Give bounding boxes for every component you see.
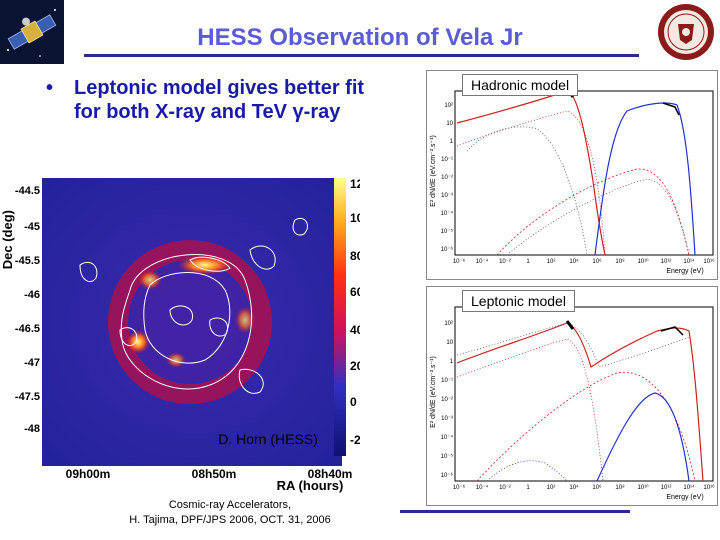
- hadronic-blue-curve: [594, 102, 696, 256]
- hadronic-model-plot: E² dN/dE (eV.cm⁻².s⁻¹) 10² 10 1 10⁻¹ 10⁻…: [426, 70, 718, 280]
- x-tick: 10⁸: [615, 484, 625, 491]
- y-tick: 10⁻²: [441, 175, 453, 181]
- x-tick: 10⁸: [615, 258, 625, 265]
- x-tick: 1: [526, 485, 530, 491]
- x-tick: 10¹²: [661, 485, 672, 491]
- bullet-symbol: •: [46, 77, 54, 99]
- ra-tick: 08h50m: [192, 467, 237, 481]
- y-tick: 10⁻¹: [441, 157, 453, 163]
- y-tick: 10⁻³: [441, 193, 453, 199]
- x-tick: 10²: [547, 485, 556, 491]
- leptonic-model-plot: E² dN/dE (eV.cm⁻².s⁻¹) 10² 10 1 10⁻¹ 10⁻…: [426, 286, 718, 506]
- leptonic-model-label: Leptonic model: [462, 290, 575, 312]
- x-tick: 10⁻⁴: [476, 484, 489, 491]
- hadronic-red-dotted: [456, 110, 606, 256]
- y-tick: 10⁻⁴: [441, 210, 454, 217]
- x-tick: 10¹²: [661, 259, 672, 265]
- ra-axis-label: RA (hours): [277, 478, 344, 493]
- x-tick: 10⁻²: [499, 259, 511, 265]
- colorbar-tick: 60: [350, 285, 360, 299]
- hadronic-red-ic-dotted: [496, 168, 690, 256]
- hadronic-xlabel: Energy (eV): [666, 268, 703, 275]
- dec-tick: -46.5: [15, 323, 40, 335]
- hadronic-black-dotted: [466, 126, 588, 256]
- y-tick: 10⁻⁴: [441, 434, 454, 441]
- leptonic-red-ic-dotted: [476, 371, 696, 482]
- colorbar-tick: 120: [350, 177, 360, 191]
- colorbar-tick: 40: [350, 323, 360, 337]
- leptonic-xlabel: Energy (eV): [666, 494, 703, 501]
- y-tick: 10⁻⁶: [441, 246, 454, 253]
- y-tick: 10⁻⁶: [441, 472, 454, 479]
- hadronic-model-label: Hadronic model: [462, 74, 579, 96]
- y-tick: 10⁻⁵: [441, 228, 454, 235]
- footer-citation: Cosmic-ray Accelerators, H. Tajima, DPF/…: [100, 498, 360, 528]
- colorbar-tick: 20: [350, 359, 360, 373]
- hess-sky-map: Dec (deg) -44.5 -45 -45.5 -46 -46.5 -47 …: [0, 170, 370, 496]
- y-tick: 10⁻³: [441, 416, 453, 422]
- y-tick: 10²: [444, 103, 453, 109]
- x-tick: 10¹⁴: [683, 484, 695, 491]
- x-tick: 10⁻⁴: [476, 258, 489, 265]
- y-tick: 10: [446, 340, 453, 346]
- colorbar-tick: 0: [350, 395, 357, 409]
- x-tick: 10⁻²: [499, 485, 511, 491]
- x-tick: 10⁶: [592, 484, 602, 491]
- x-tick: 10⁻⁶: [453, 258, 466, 265]
- x-tick: 1: [526, 259, 530, 265]
- leptonic-blue-curve: [596, 392, 690, 482]
- y-tick: 1: [450, 139, 454, 145]
- x-tick: 10¹⁴: [683, 258, 695, 265]
- leptonic-ylabel: E² dN/dE (eV.cm⁻².s⁻¹): [430, 356, 437, 428]
- ra-tick: 09h00m: [66, 467, 111, 481]
- y-tick: 10: [446, 121, 453, 127]
- hadronic-ylabel: E² dN/dE (eV.cm⁻².s⁻¹): [430, 135, 437, 207]
- dec-tick: -47.5: [15, 391, 40, 403]
- hadronic-tev-data: [662, 102, 680, 116]
- university-seal-icon: [656, 2, 716, 62]
- dec-tick: -48: [24, 423, 40, 435]
- y-tick: 1: [450, 359, 454, 365]
- leptonic-red-curve: [456, 322, 704, 482]
- leptonic-tev-data: [660, 326, 684, 336]
- hadronic-red-curve: [456, 90, 606, 256]
- x-tick: 10⁴: [569, 484, 579, 491]
- x-tick: 10¹⁰: [637, 484, 649, 491]
- x-tick: 10⁴: [569, 258, 579, 265]
- x-tick: 10¹⁶: [703, 484, 715, 491]
- dec-tick: -47: [24, 357, 40, 369]
- dec-axis-label: Dec (deg): [0, 210, 15, 269]
- leptonic-xray-data: [565, 320, 575, 330]
- slide-title: HESS Observation of Vela Jr: [197, 24, 523, 51]
- y-tick: 10⁻²: [441, 397, 453, 403]
- ra-tick: 08h40m: [308, 467, 353, 481]
- bullet-point: • Leptonic model gives better fit for bo…: [46, 76, 364, 124]
- dec-tick: -45: [24, 221, 40, 233]
- colorbar-tick: 80: [350, 249, 360, 263]
- x-tick: 10⁶: [592, 258, 602, 265]
- map-credit: D. Horn (HESS): [218, 431, 318, 447]
- satellite-icon: [0, 0, 64, 64]
- footer-line-2: H. Tajima, DPF/JPS 2006, OCT. 31, 2006: [129, 514, 331, 526]
- x-tick: 10²: [547, 259, 556, 265]
- dec-tick: -46: [24, 289, 40, 301]
- title-underline: [84, 54, 639, 57]
- footer-rule: [400, 510, 630, 513]
- dec-tick: -44.5: [15, 185, 40, 197]
- leptonic-blue-dotted: [486, 460, 568, 482]
- colorbar-tick: 100: [350, 211, 360, 225]
- dec-tick: -45.5: [15, 255, 40, 267]
- colorbar-tick: -20: [350, 433, 360, 447]
- bullet-line-1: Leptonic model gives better fit: [74, 77, 365, 99]
- bullet-line-2: for both X-ray and TeV γ-ray: [74, 101, 341, 123]
- x-tick: 10¹⁰: [637, 258, 649, 265]
- y-tick: 10²: [444, 321, 453, 327]
- x-tick: 10¹⁶: [703, 258, 715, 265]
- footer-line-1: Cosmic-ray Accelerators,: [168, 499, 292, 511]
- x-tick: 10⁻⁶: [453, 484, 466, 491]
- y-tick: 10⁻⁵: [441, 453, 454, 460]
- leptonic-red-dotted: [456, 338, 604, 482]
- leptonic-black-dotted: [456, 322, 690, 368]
- y-tick: 10⁻¹: [441, 378, 453, 384]
